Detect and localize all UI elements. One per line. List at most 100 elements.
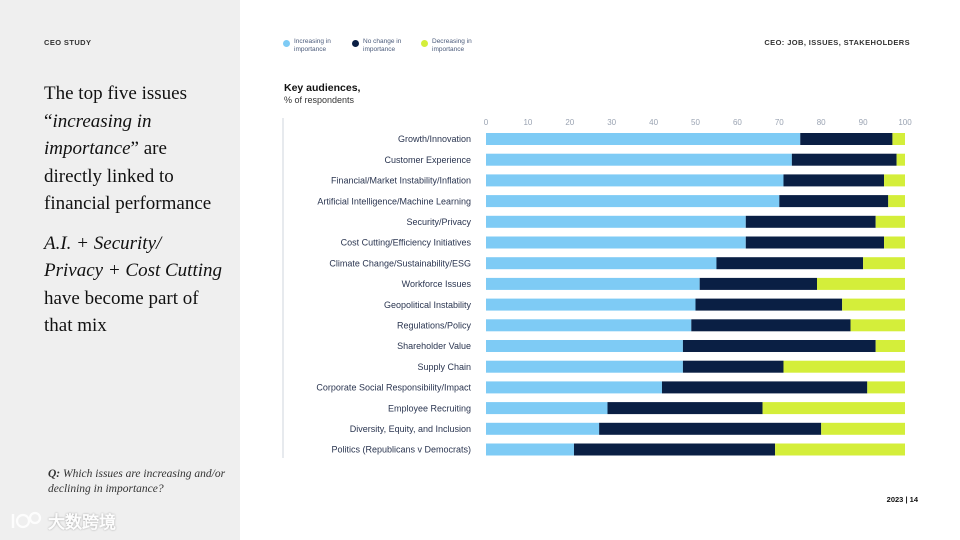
header-right-label: CEO: JOB, ISSUES, STAKEHOLDERS: [764, 38, 910, 47]
legend-dot-icon: [283, 40, 290, 47]
bar-segment-decreasing: [762, 402, 905, 415]
page-footer: 2023 | 14: [887, 495, 918, 504]
bar-segment-no-change: [716, 257, 864, 270]
legend-dot-icon: [421, 40, 428, 47]
bar-segment-increasing: [486, 257, 717, 270]
x-tick-label: 10: [523, 118, 532, 127]
x-tick-label: 80: [817, 118, 826, 127]
bar-segment-no-change: [699, 277, 818, 290]
headline-text: have become part of that mix: [44, 287, 199, 337]
bar-segment-no-change: [599, 422, 822, 435]
bar-segment-no-change: [682, 360, 784, 373]
legend-dot-icon: [352, 40, 359, 47]
x-tick-label: 60: [733, 118, 742, 127]
bar-segment-increasing: [486, 402, 608, 415]
legend-item-decreasing: Decreasing in importance: [421, 38, 478, 54]
bar-segment-no-change: [695, 298, 843, 311]
bar-segment-decreasing: [875, 215, 905, 228]
category-label: Employee Recruiting: [388, 403, 471, 413]
question-note: Q: Which issues are increasing and/or de…: [48, 467, 228, 497]
legend-label: Decreasing in importance: [432, 38, 472, 53]
watermark: 大数跨境: [10, 508, 116, 533]
watermark-text: 大数跨境: [48, 513, 116, 532]
x-tick-label: 30: [607, 118, 616, 127]
category-label: Politics (Republicans v Democrats): [331, 445, 471, 455]
bar-segment-decreasing: [783, 360, 905, 373]
bar-segment-decreasing: [821, 422, 905, 435]
watermark-logo-icon: [11, 511, 42, 528]
bar-segment-increasing: [486, 443, 574, 456]
x-tick-label: 100: [898, 118, 912, 127]
category-label: Diversity, Equity, and Inclusion: [350, 424, 471, 434]
category-label: Artificial Intelligence/Machine Learning: [317, 196, 471, 206]
bar-segment-no-change: [745, 236, 885, 249]
footer-page-number: 14: [909, 495, 918, 504]
legend-label: Increasing in importance: [294, 38, 331, 53]
bar-segment-decreasing: [892, 133, 905, 145]
headline-paragraph-1: The top five issues “increasing in impor…: [44, 80, 224, 218]
question-prefix: Q:: [48, 468, 61, 480]
bar-segment-increasing: [486, 133, 801, 145]
bar-segment-decreasing: [867, 381, 905, 394]
bar-segment-decreasing: [850, 319, 905, 332]
bar-segment-decreasing: [884, 174, 905, 187]
legend-item-no-change: No change in importance: [352, 38, 409, 54]
category-label: Workforce Issues: [402, 279, 472, 289]
category-label: Supply Chain: [417, 362, 471, 372]
x-tick-label: 0: [484, 118, 489, 127]
chart-title: Key audiences,: [284, 82, 361, 94]
x-tick-label: 40: [649, 118, 658, 127]
bar-segment-no-change: [573, 443, 776, 456]
bar-segment-decreasing: [896, 153, 905, 166]
x-tick-label: 90: [859, 118, 868, 127]
bar-segment-no-change: [745, 215, 876, 228]
bar-segment-increasing: [486, 360, 683, 373]
left-panel: CEO STUDY The top five issues “increasin…: [0, 0, 240, 540]
bar-segment-increasing: [486, 195, 780, 208]
bar-segment-decreasing: [775, 443, 905, 456]
bar-segment-no-change: [791, 153, 897, 166]
bar-segment-decreasing: [888, 195, 905, 208]
headline-emphasis: increasing in importance: [44, 110, 152, 160]
category-label: Shareholder Value: [397, 341, 471, 351]
chart-legend: Increasing in importance No change in im…: [283, 38, 478, 54]
bar-segment-decreasing: [875, 340, 905, 352]
bar-segment-decreasing: [863, 257, 905, 270]
headline: The top five issues “increasing in impor…: [44, 80, 224, 352]
category-label: Security/Privacy: [406, 217, 471, 227]
bar-segment-decreasing: [884, 236, 905, 249]
footer-year: 2023: [886, 495, 904, 504]
bar-segment-increasing: [486, 153, 792, 166]
section-label: CEO STUDY: [44, 38, 92, 47]
bar-segment-no-change: [779, 195, 889, 208]
legend-label: No change in importance: [363, 38, 402, 53]
bar-segment-increasing: [486, 422, 600, 435]
x-tick-label: 70: [775, 118, 784, 127]
category-label: Financial/Market Instability/Inflation: [331, 176, 471, 186]
bar-segment-increasing: [486, 298, 696, 311]
bar-segment-no-change: [800, 133, 893, 145]
category-label: Climate Change/Sustainability/ESG: [329, 258, 471, 268]
headline-emphasis: A.I. + Security/ Privacy + Cost Cutting: [44, 232, 223, 282]
headline-text: The top five issues “: [44, 83, 188, 132]
chart-title-block: Key audiences, % of respondents: [284, 82, 360, 105]
bar-segment-increasing: [486, 236, 746, 249]
headline-text: ” are directly linked to financial perfo…: [44, 138, 212, 214]
category-label: Geopolitical Instability: [384, 300, 472, 310]
bar-segment-increasing: [486, 340, 683, 352]
chart-subtitle: % of respondents: [284, 95, 355, 105]
bar-segment-no-change: [691, 319, 851, 332]
bar-segment-decreasing: [817, 277, 905, 290]
category-label: Corporate Social Responsibility/Impact: [316, 383, 471, 393]
bar-segment-increasing: [486, 174, 784, 187]
bar-segment-no-change: [783, 174, 885, 187]
x-tick-label: 50: [691, 118, 700, 127]
category-label: Growth/Innovation: [398, 134, 471, 144]
question-text: Which issues are increasing and/or decli…: [48, 468, 226, 495]
bar-segment-increasing: [486, 381, 662, 394]
bar-segment-decreasing: [842, 298, 905, 311]
bar-segment-increasing: [486, 215, 746, 228]
bar-segment-no-change: [661, 381, 868, 394]
headline-paragraph-2: A.I. + Security/ Privacy + Cost Cutting …: [44, 230, 224, 340]
